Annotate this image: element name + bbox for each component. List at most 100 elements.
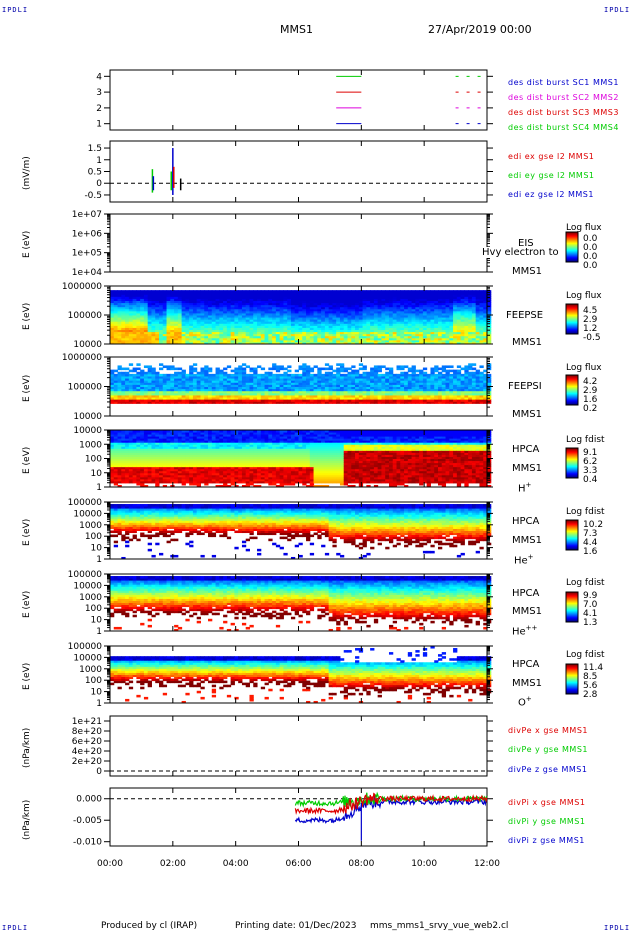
spectrogram-cell	[460, 401, 465, 404]
spectrogram-cell	[445, 302, 450, 306]
spectrogram-cell	[230, 339, 235, 343]
spectrogram-cell	[110, 298, 115, 301]
spectrogram-cell	[245, 331, 250, 335]
spectrogram-cell	[113, 306, 119, 310]
spectrogram-cell	[400, 390, 405, 394]
spectrogram-cell	[121, 317, 126, 320]
spectrogram-cell	[283, 371, 288, 375]
spectrogram-cell	[460, 373, 465, 377]
spectrogram-cell	[128, 444, 134, 447]
spectrogram-cell	[321, 392, 326, 396]
spectrogram-cell	[136, 292, 141, 295]
spectrogram-cell	[388, 306, 394, 310]
spectrogram-cell	[366, 296, 371, 299]
spectrogram-cell	[219, 319, 224, 322]
spectrogram-cell	[400, 315, 405, 318]
spectrogram-cell	[426, 329, 431, 333]
spectrogram-cell	[347, 294, 352, 297]
spectrogram-cell	[110, 382, 115, 385]
spectrogram-cell	[204, 365, 209, 369]
spectrogram-cell	[166, 367, 171, 371]
spectrogram-cell	[468, 302, 473, 306]
spectrogram-cell	[132, 468, 137, 472]
spectrogram-cell	[283, 312, 288, 316]
spectrogram-cell	[306, 323, 311, 326]
spectrogram-cell	[460, 319, 465, 322]
spectrogram-cell	[298, 306, 303, 310]
spectrogram-cell	[362, 329, 367, 333]
spectrogram-cell	[294, 302, 299, 306]
spectrogram-cell	[181, 333, 186, 337]
spectrogram-cell	[483, 392, 488, 396]
spectrogram-cell	[445, 335, 450, 339]
spectrogram-cell	[396, 290, 401, 293]
spectrogram-cell	[143, 434, 149, 437]
spectrogram-cell	[136, 319, 141, 322]
spectrogram-cell	[366, 321, 371, 324]
spectrogram-cell	[411, 292, 416, 295]
spectrogram-cell	[117, 382, 122, 385]
spectrogram-cell	[400, 375, 405, 379]
spectrogram-cell	[347, 341, 352, 345]
spectrogram-cell	[434, 298, 439, 301]
spectrogram-cell	[411, 294, 416, 297]
spectrogram-cell	[430, 323, 435, 326]
spectrogram-cell	[468, 321, 473, 324]
spectrogram-cell	[475, 331, 480, 335]
spectrogram-cell	[468, 382, 473, 385]
spectrogram-cell	[430, 319, 435, 322]
spectrogram-cell	[321, 298, 326, 301]
spectrogram-cell	[113, 474, 119, 478]
spectrogram-cell	[453, 335, 458, 339]
spectrogram-cell	[272, 290, 277, 293]
spectrogram-cell	[419, 317, 424, 320]
spectrogram-cell	[241, 319, 247, 322]
spectrogram-cell	[400, 380, 405, 383]
spectrogram-cell	[136, 458, 141, 462]
spectrogram-cell	[441, 325, 447, 328]
spectrogram-cell	[328, 317, 333, 320]
spectrogram-cell	[362, 373, 367, 377]
spectrogram-cell	[260, 401, 266, 404]
spectrogram-cell	[136, 434, 141, 437]
spectrogram-cell	[162, 468, 168, 472]
spectrogram-cell	[272, 367, 277, 371]
spectrogram-cell	[298, 386, 303, 390]
spectrogram-cell	[208, 337, 213, 341]
spectrogram-cell	[230, 296, 235, 299]
spectrogram-cell	[415, 390, 420, 394]
spectrogram-cell	[125, 394, 130, 398]
spectrogram-cell	[373, 386, 379, 390]
spectrogram-cell	[434, 325, 439, 328]
spectrogram-cell	[143, 401, 149, 404]
spectrogram-cell	[407, 392, 413, 396]
spectrogram-cell	[234, 331, 239, 335]
spectrogram-cell	[181, 339, 186, 343]
spectrogram-cell	[336, 384, 341, 387]
spectrogram-cell	[351, 331, 356, 335]
spectrogram-cell	[441, 329, 447, 333]
spectrogram-cell	[339, 386, 345, 390]
spectrogram-cell	[392, 306, 398, 310]
spectrogram-cell	[404, 317, 409, 320]
spectrogram-cell	[181, 319, 186, 322]
spectrogram-cell	[136, 386, 141, 390]
spectrogram-cell	[283, 329, 288, 333]
spectrogram-cell	[140, 317, 145, 320]
spectrogram-cell	[298, 325, 303, 328]
spectrogram-cell	[430, 399, 435, 402]
spectrogram-cell	[306, 394, 311, 398]
spectrogram-cell	[422, 292, 428, 295]
spectrogram-cell	[159, 436, 164, 439]
spectrogram-cell	[170, 394, 175, 398]
spectrogram-cell	[407, 312, 413, 316]
spectrogram-cell	[294, 382, 299, 385]
spectrogram-cell	[313, 373, 318, 377]
spectrogram-cell	[159, 319, 164, 322]
spectrogram-cell	[192, 384, 198, 387]
spectrogram-cell	[415, 323, 420, 326]
spectrogram-cell	[328, 321, 333, 324]
spectrogram-cell	[260, 339, 266, 343]
spectrogram-cell	[159, 310, 164, 314]
spectrogram-cell	[136, 331, 141, 335]
